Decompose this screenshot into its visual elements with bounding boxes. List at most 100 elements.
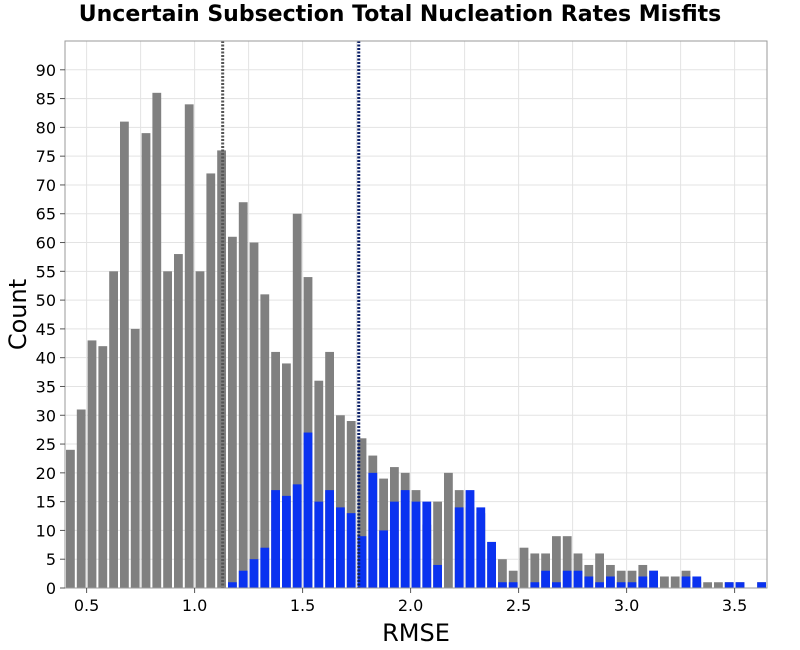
x-tick-label: 1.5	[290, 596, 315, 615]
bar-subset	[411, 501, 421, 588]
bar-all	[498, 559, 507, 588]
bar-subset	[627, 582, 637, 588]
bar-subset	[314, 501, 324, 588]
bar-subset	[271, 490, 280, 588]
bar-subset	[735, 582, 745, 588]
bar-subset	[552, 582, 561, 588]
x-tick-label: 0.5	[74, 596, 99, 615]
bar-all	[174, 254, 183, 588]
bar-all	[206, 173, 216, 588]
bar-subset	[508, 582, 518, 588]
x-tick-label: 1.0	[182, 596, 207, 615]
bar-all	[152, 92, 162, 589]
x-axis-label: RMSE	[382, 619, 450, 647]
bar-all	[357, 438, 367, 588]
bar-all	[519, 547, 529, 588]
bar-all	[163, 271, 172, 588]
bar-all	[98, 346, 108, 588]
bar-all	[87, 340, 97, 588]
y-tick-label: 40	[36, 349, 56, 368]
y-tick-label: 20	[36, 464, 56, 483]
bar-all	[433, 501, 442, 588]
bar-all	[703, 582, 712, 588]
bar-all	[249, 242, 259, 589]
y-tick-label: 0	[46, 579, 56, 598]
bar-subset	[541, 570, 550, 588]
bar-all	[130, 328, 140, 588]
bar-subset	[357, 536, 367, 588]
y-tick-label: 50	[36, 291, 56, 310]
bar-all	[627, 570, 637, 588]
bar-subset	[260, 547, 270, 588]
bar-all	[552, 536, 561, 588]
y-tick-label: 85	[36, 90, 56, 109]
bar-subset	[336, 507, 345, 588]
bar-subset	[498, 582, 507, 588]
reference-lines	[221, 41, 361, 588]
bar-all	[562, 536, 572, 588]
y-tick-label: 35	[36, 377, 56, 396]
bar-subset	[465, 490, 475, 588]
bar-all	[444, 472, 453, 588]
bar-all	[66, 449, 75, 588]
bar-subset	[346, 513, 356, 588]
bar-subset	[584, 576, 594, 588]
bar-all	[195, 271, 205, 588]
bar-subset	[530, 582, 540, 588]
bar-subset	[282, 495, 291, 588]
bar-all	[508, 570, 518, 588]
bar-subset	[681, 576, 691, 588]
bar-all	[595, 553, 604, 588]
y-tick-label: 25	[36, 435, 56, 454]
bar-all	[260, 294, 270, 588]
bar-all	[346, 421, 356, 588]
bar-subset	[249, 559, 259, 588]
bar-all	[325, 351, 334, 588]
bar-subset	[573, 570, 583, 588]
bar-subset	[325, 490, 334, 588]
bar-subset	[692, 576, 702, 588]
y-tick-label: 45	[36, 320, 56, 339]
bar-subset	[433, 564, 442, 588]
bar-subset	[638, 576, 648, 588]
x-tick-label: 3.5	[722, 596, 747, 615]
x-axis-ticks: 0.5 1.0 1.5 2.0 2.5 3.0 3.5	[74, 588, 747, 615]
bar-subset	[390, 501, 399, 588]
subset-bars-series	[228, 432, 766, 588]
y-tick-label: 65	[36, 205, 56, 224]
bar-subset	[379, 530, 388, 588]
bar-all	[660, 576, 669, 588]
y-axis-label: Count	[4, 279, 32, 350]
bar-subset	[400, 490, 410, 588]
bar-subset	[606, 576, 615, 588]
bar-all	[238, 202, 248, 588]
y-tick-label: 5	[46, 550, 56, 569]
bar-subset	[422, 501, 432, 588]
bar-subset	[454, 507, 464, 588]
bar-subset	[724, 582, 734, 588]
y-tick-label: 70	[36, 176, 56, 195]
bar-subset	[616, 582, 626, 588]
bar-all	[76, 409, 86, 588]
bar-all	[271, 351, 280, 588]
y-tick-label: 10	[36, 521, 56, 540]
bar-subset	[562, 570, 572, 588]
x-tick-label: 3.0	[614, 596, 639, 615]
y-tick-label: 60	[36, 234, 56, 253]
bar-all	[314, 380, 324, 588]
bar-subset	[595, 582, 604, 588]
y-tick-label: 75	[36, 147, 56, 166]
bar-subset	[303, 432, 313, 588]
bar-all	[336, 415, 345, 588]
bar-subset	[368, 472, 378, 588]
y-tick-label: 90	[36, 61, 56, 80]
bar-subset	[487, 541, 496, 588]
bar-subset	[238, 570, 248, 588]
y-tick-label: 15	[36, 493, 56, 512]
y-tick-label: 55	[36, 262, 56, 281]
bar-subset	[649, 570, 658, 588]
bar-all	[141, 133, 151, 588]
chart-title: Uncertain Subsection Total Nucleation Ra…	[78, 2, 722, 27]
bar-all	[109, 271, 118, 588]
bar-subset	[476, 507, 486, 588]
